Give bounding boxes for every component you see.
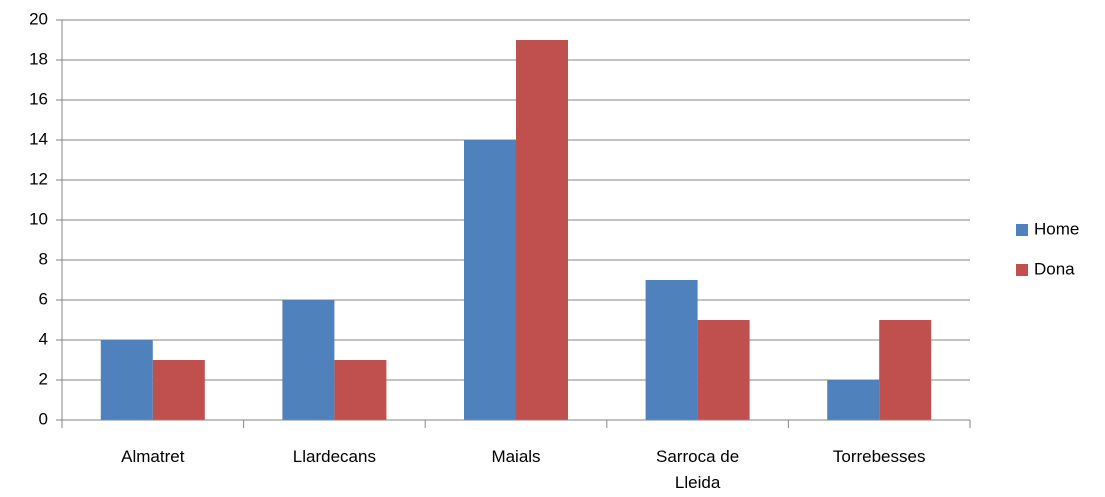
y-tick-label: 16 xyxy=(29,89,48,108)
bar xyxy=(334,360,387,420)
x-tick-label: Maials xyxy=(491,447,541,466)
y-tick-label: 4 xyxy=(39,329,48,348)
y-tick-label: 2 xyxy=(39,369,48,388)
legend-label: Dona xyxy=(1034,259,1075,278)
y-tick-label: 20 xyxy=(29,9,48,28)
y-tick-label: 6 xyxy=(39,289,48,308)
bar xyxy=(879,320,932,420)
y-tick-label: 8 xyxy=(39,249,48,268)
legend-label: Home xyxy=(1034,219,1079,238)
y-tick-label: 10 xyxy=(29,209,48,228)
bar xyxy=(645,280,698,420)
x-tick-label: Llardecans xyxy=(292,447,376,466)
y-tick-label: 14 xyxy=(29,129,48,148)
y-tick-label: 18 xyxy=(29,49,48,68)
bar xyxy=(282,300,335,420)
bar xyxy=(464,140,516,420)
bar xyxy=(697,320,750,420)
bar xyxy=(516,40,568,420)
y-tick-label: 12 xyxy=(29,169,48,188)
legend-swatch xyxy=(1016,264,1028,276)
y-tick-label: 0 xyxy=(39,409,48,428)
bar xyxy=(152,360,205,420)
bar xyxy=(100,340,153,420)
legend-swatch xyxy=(1016,224,1028,236)
x-tick-label: Torrebesses xyxy=(832,447,926,466)
bar xyxy=(827,380,880,420)
x-tick-label: Almatret xyxy=(121,447,185,466)
x-tick-label: Sarroca de Lleida xyxy=(656,447,740,492)
